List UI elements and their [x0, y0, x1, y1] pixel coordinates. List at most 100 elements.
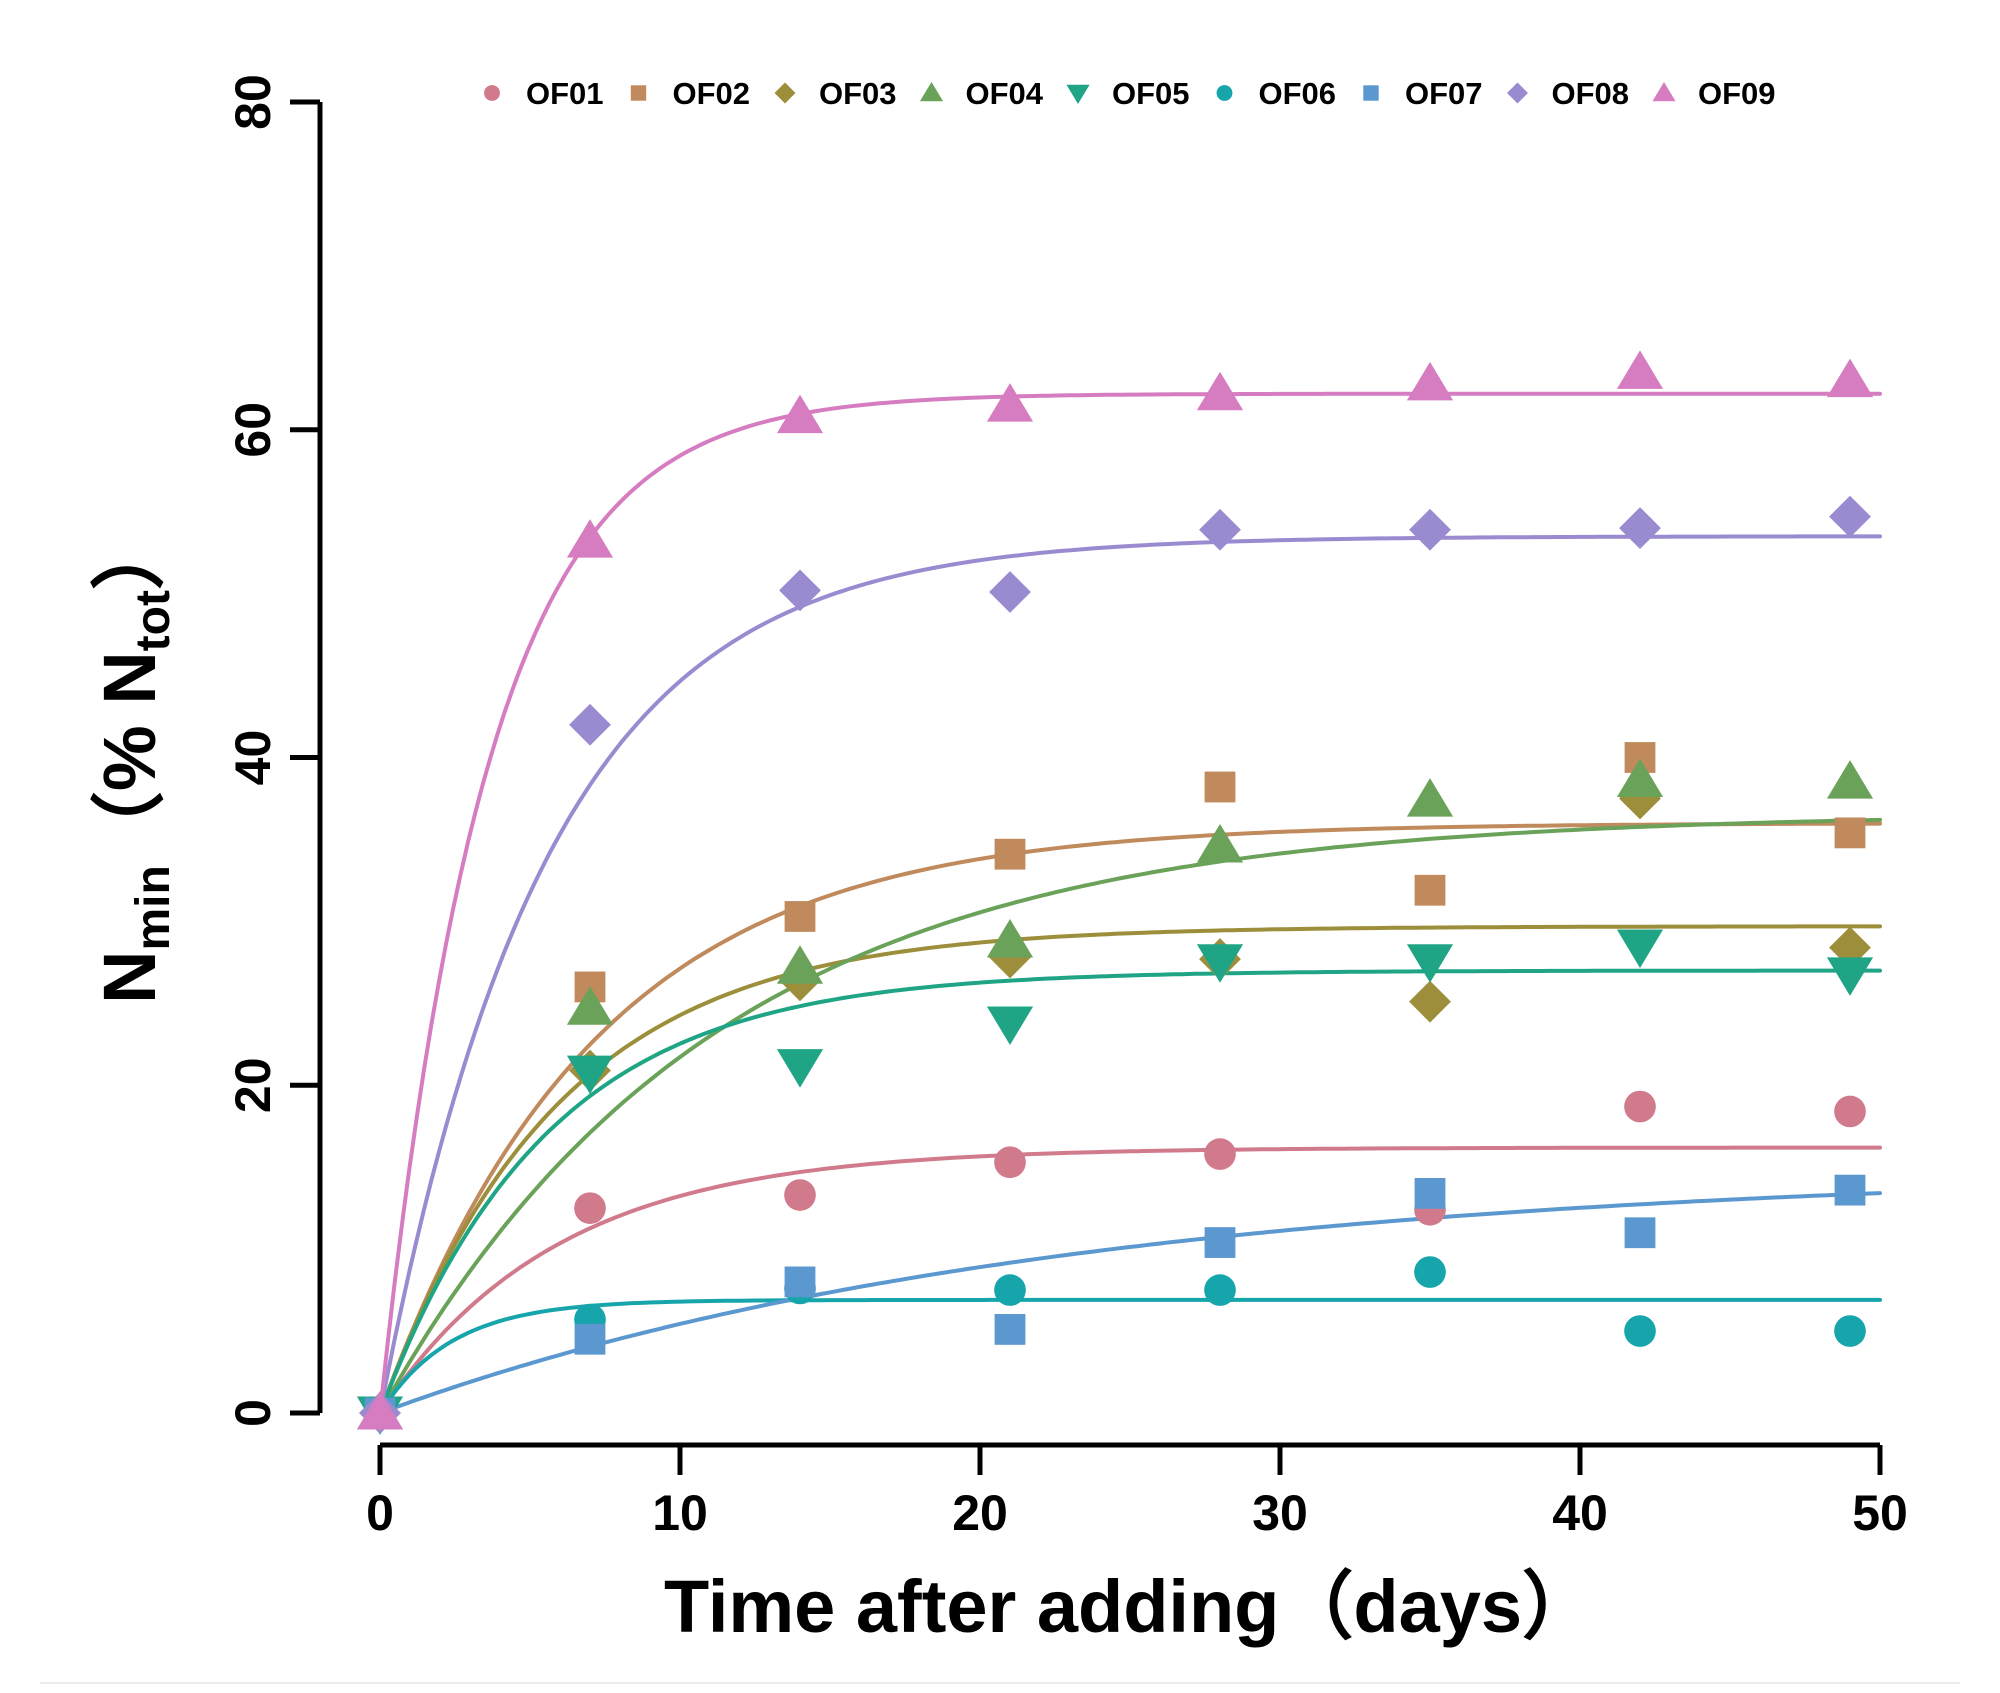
legend-item-of09: OF09 — [1652, 76, 1776, 111]
point-of07-14 — [784, 1266, 816, 1298]
data-points — [356, 350, 1874, 1435]
point-of08-49 — [1829, 495, 1871, 538]
point-of09-0 — [356, 1391, 404, 1430]
fit-curve-of01 — [378, 1145, 1882, 1415]
x-tick-label-10: 10 — [652, 1485, 708, 1541]
fit-curve-of04 — [378, 817, 1882, 1415]
point-of09-21 — [986, 383, 1034, 422]
legend-item-of08: OF08 — [1507, 76, 1629, 111]
point-of02-35 — [1414, 874, 1446, 906]
legend-label-of09: OF09 — [1698, 76, 1776, 111]
y-axis-title-percent: % N — [88, 651, 171, 791]
legend-label-of08: OF08 — [1552, 76, 1630, 111]
point-of06-28 — [1204, 1274, 1236, 1306]
legend-marker-of05 — [1066, 84, 1090, 104]
point-of04-28 — [1196, 823, 1244, 863]
legend-marker-of06 — [1216, 85, 1233, 101]
point-of02-14 — [784, 901, 816, 932]
point-of02-28 — [1204, 771, 1236, 803]
fit-curves — [378, 391, 1882, 1415]
point-of05-21 — [986, 1006, 1034, 1045]
point-of08-28 — [1199, 508, 1241, 551]
point-of01-49 — [1834, 1095, 1866, 1128]
point-of07-35 — [1414, 1178, 1446, 1209]
point-of09-35 — [1406, 361, 1454, 401]
legend-label-of06: OF06 — [1259, 76, 1337, 111]
y-axis-title-sub2: tot — [127, 590, 180, 651]
legend-marker-of02 — [630, 85, 647, 101]
point-of03-35 — [1409, 980, 1451, 1023]
legend-item-of06: OF06 — [1216, 76, 1337, 111]
point-of05-42 — [1616, 929, 1664, 968]
legend-label-of04: OF04 — [966, 76, 1044, 111]
point-of07-42 — [1624, 1217, 1656, 1249]
legend-item-of07: OF07 — [1363, 76, 1483, 111]
point-of08-14 — [779, 569, 821, 612]
point-of08-42 — [1619, 507, 1661, 549]
point-of06-35 — [1414, 1256, 1446, 1288]
point-of01-21 — [994, 1146, 1026, 1179]
bottom-divider — [40, 1682, 1960, 1684]
y-tick-label-40: 40 — [225, 730, 281, 786]
legend-label-of03: OF03 — [819, 76, 897, 111]
point-of09-28 — [1196, 371, 1244, 411]
point-of07-21 — [994, 1314, 1026, 1345]
point-of08-7 — [569, 703, 611, 746]
y-tick-label-60: 60 — [225, 402, 281, 458]
point-of06-21 — [994, 1274, 1026, 1306]
fit-curve-of08 — [378, 534, 1882, 1415]
legend-marker-of07 — [1363, 85, 1379, 101]
legend-item-of04: OF04 — [919, 76, 1044, 111]
legend-item-of05: OF05 — [1066, 76, 1190, 111]
point-of04-7 — [566, 986, 614, 1025]
y-axis-title-base: N — [88, 951, 171, 1004]
point-of05-35 — [1406, 944, 1454, 983]
point-of07-49 — [1834, 1174, 1866, 1206]
y-tick-label-0: 0 — [225, 1399, 281, 1427]
fit-curve-of06 — [378, 1297, 1882, 1415]
point-of04-42 — [1616, 758, 1664, 797]
legend-label-of05: OF05 — [1112, 76, 1190, 111]
point-of05-7 — [566, 1055, 614, 1095]
point-of04-49 — [1826, 760, 1874, 799]
x-tick-label-20: 20 — [952, 1485, 1008, 1541]
point-of01-28 — [1204, 1138, 1236, 1170]
fit-curve-of05 — [378, 968, 1882, 1415]
point-of02-49 — [1834, 817, 1866, 849]
point-of06-49 — [1834, 1315, 1866, 1347]
point-of01-7 — [574, 1192, 606, 1224]
fit-curve-of07 — [378, 1191, 1882, 1415]
legend: OF01 OF02 OF03 OF04 OF05 OF06 OF07 OF08 OF09 — [484, 76, 1776, 111]
y-axis-title: Nmin（% Ntot） — [88, 516, 180, 1004]
x-tick-label-40: 40 — [1552, 1485, 1608, 1541]
legend-marker-of04 — [919, 82, 944, 102]
point-of09-14 — [776, 394, 824, 434]
legend-label-of02: OF02 — [673, 76, 751, 111]
legend-item-of02: OF02 — [630, 76, 751, 111]
point-of04-14 — [776, 945, 824, 984]
fit-curve-of09 — [378, 391, 1882, 1415]
x-axis-title: Time after adding（days） — [664, 1565, 1596, 1648]
y-tick-label-20: 20 — [225, 1057, 281, 1113]
point-of09-7 — [566, 519, 614, 558]
legend-label-of01: OF01 — [526, 76, 604, 111]
point-of01-42 — [1624, 1090, 1656, 1123]
x-tick-label-30: 30 — [1252, 1485, 1308, 1541]
point-of04-35 — [1406, 778, 1454, 817]
point-of08-21 — [989, 571, 1031, 613]
point-of05-49 — [1826, 957, 1874, 996]
fit-curve-of02 — [378, 821, 1882, 1415]
point-of01-14 — [784, 1179, 816, 1211]
legend-item-of03: OF03 — [774, 76, 897, 111]
y-axis-title-paren-open: （ — [88, 791, 171, 865]
point-of04-21 — [986, 919, 1034, 958]
y-axis-title-paren-close: ） — [88, 516, 171, 590]
point-of05-28 — [1196, 944, 1244, 983]
legend-marker-of09 — [1652, 82, 1676, 102]
legend-marker-of08 — [1507, 82, 1528, 104]
x-tick-label-0: 0 — [366, 1485, 394, 1541]
point-of07-7 — [574, 1323, 606, 1355]
legend-marker-of03 — [774, 82, 796, 104]
